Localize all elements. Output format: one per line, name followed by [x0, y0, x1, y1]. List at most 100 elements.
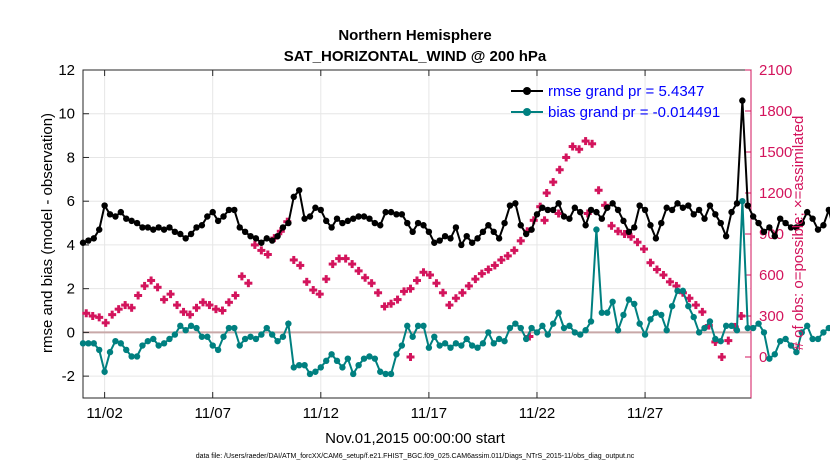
series-bias-point	[90, 340, 98, 347]
obs-marker	[737, 312, 746, 320]
obs-marker	[540, 216, 549, 225]
obs-marker	[393, 295, 402, 304]
series-bias-point	[695, 329, 703, 336]
obs-marker	[471, 275, 480, 284]
obs-marker	[594, 186, 603, 195]
series-rmse-point	[290, 193, 297, 201]
obs-marker	[237, 272, 246, 281]
obs-marker	[348, 260, 357, 269]
series-rmse-point	[252, 235, 260, 242]
obs-marker	[134, 291, 143, 300]
series-bias-point	[409, 333, 416, 340]
series-rmse-point	[728, 208, 735, 216]
series-bias-point	[404, 322, 411, 330]
obs-marker	[659, 271, 668, 279]
obs-marker	[575, 145, 584, 154]
series-rmse-point	[717, 219, 724, 227]
series-rmse-point	[631, 224, 638, 231]
series-bias-point	[717, 337, 724, 345]
series-bias-point	[171, 331, 179, 338]
series-bias-point	[760, 329, 768, 336]
series-bias-point	[274, 337, 281, 345]
obs-marker	[510, 246, 519, 255]
obs-marker	[263, 250, 272, 259]
series-rmse-point	[549, 206, 557, 214]
series-bias-point	[522, 335, 530, 343]
series-rmse-point	[312, 204, 319, 211]
obs-marker	[387, 299, 396, 308]
series-bias-point	[755, 320, 762, 327]
series-bias-point	[339, 364, 346, 371]
series-rmse-point	[749, 213, 757, 220]
series-rmse-point	[295, 187, 303, 194]
obs-marker	[555, 165, 564, 174]
y-tick-label-left: 2	[67, 281, 75, 298]
obs-marker	[289, 255, 298, 264]
obs-marker	[147, 276, 156, 285]
obs-marker	[101, 318, 110, 327]
obs-marker	[425, 271, 434, 279]
series-rmse-point	[820, 222, 827, 229]
series-rmse-point	[301, 215, 308, 222]
series-rmse-point	[177, 230, 184, 238]
series-bias-point	[317, 364, 324, 371]
series-rmse-point	[420, 222, 427, 229]
series-rmse-point	[539, 204, 546, 211]
obs-marker	[127, 303, 136, 312]
obs-marker	[432, 279, 441, 288]
series-rmse-point	[144, 224, 152, 231]
series-rmse-point	[798, 219, 806, 227]
series-rmse-point	[366, 215, 373, 222]
series-bias-point	[144, 337, 152, 345]
series-bias-point	[106, 348, 114, 356]
series-bias-point	[636, 320, 643, 327]
obs-marker	[374, 288, 383, 297]
plot-area: -20246810120300600900120015001800210011/…	[58, 62, 830, 422]
obs-marker	[549, 178, 558, 187]
obs-marker	[652, 265, 661, 274]
series-rmse-point	[463, 232, 470, 240]
series-rmse-point	[371, 219, 379, 227]
x-tick-label: 11/07	[194, 405, 230, 422]
obs-marker	[166, 290, 175, 299]
obs-marker	[458, 288, 467, 297]
series-rmse-point	[90, 235, 98, 242]
obs-marker	[445, 301, 454, 310]
series-rmse-point	[285, 219, 292, 227]
series-rmse-point	[123, 215, 130, 222]
obs-marker	[322, 275, 331, 284]
series-bias-point	[393, 351, 400, 358]
series-rmse-point	[760, 228, 768, 236]
obs-marker	[95, 313, 104, 322]
series-bias-point	[625, 296, 633, 303]
series-rmse-point	[517, 222, 524, 229]
obs-marker	[665, 277, 674, 286]
legend-marker	[523, 87, 531, 95]
series-bias-point	[620, 311, 627, 319]
series-rmse-point	[739, 97, 746, 104]
series-bias-point	[323, 357, 330, 365]
series-bias-point	[814, 335, 822, 343]
series-bias-point	[712, 335, 719, 343]
x-tick-label: 11/02	[86, 405, 122, 422]
series-rmse-point	[668, 206, 676, 214]
series-rmse-point	[355, 213, 362, 220]
obs-marker	[192, 303, 201, 312]
series-bias-point	[214, 346, 222, 354]
obs-marker	[607, 221, 616, 230]
series-bias-point	[447, 344, 454, 351]
series-rmse-point	[247, 232, 254, 240]
y-tick-label-left: 6	[67, 193, 75, 210]
x-tick-label: 11/17	[411, 405, 447, 422]
series-bias-point	[128, 353, 135, 360]
series-bias-point	[231, 324, 238, 332]
obs-marker	[315, 290, 324, 299]
series-bias-point	[512, 320, 519, 327]
obs-marker	[186, 310, 195, 319]
series-rmse-point	[241, 228, 249, 236]
series-rmse-point	[333, 215, 341, 222]
obs-marker	[205, 301, 214, 310]
series-rmse-point	[685, 202, 692, 209]
series-rmse-point	[571, 204, 579, 211]
obs-marker	[309, 286, 318, 295]
